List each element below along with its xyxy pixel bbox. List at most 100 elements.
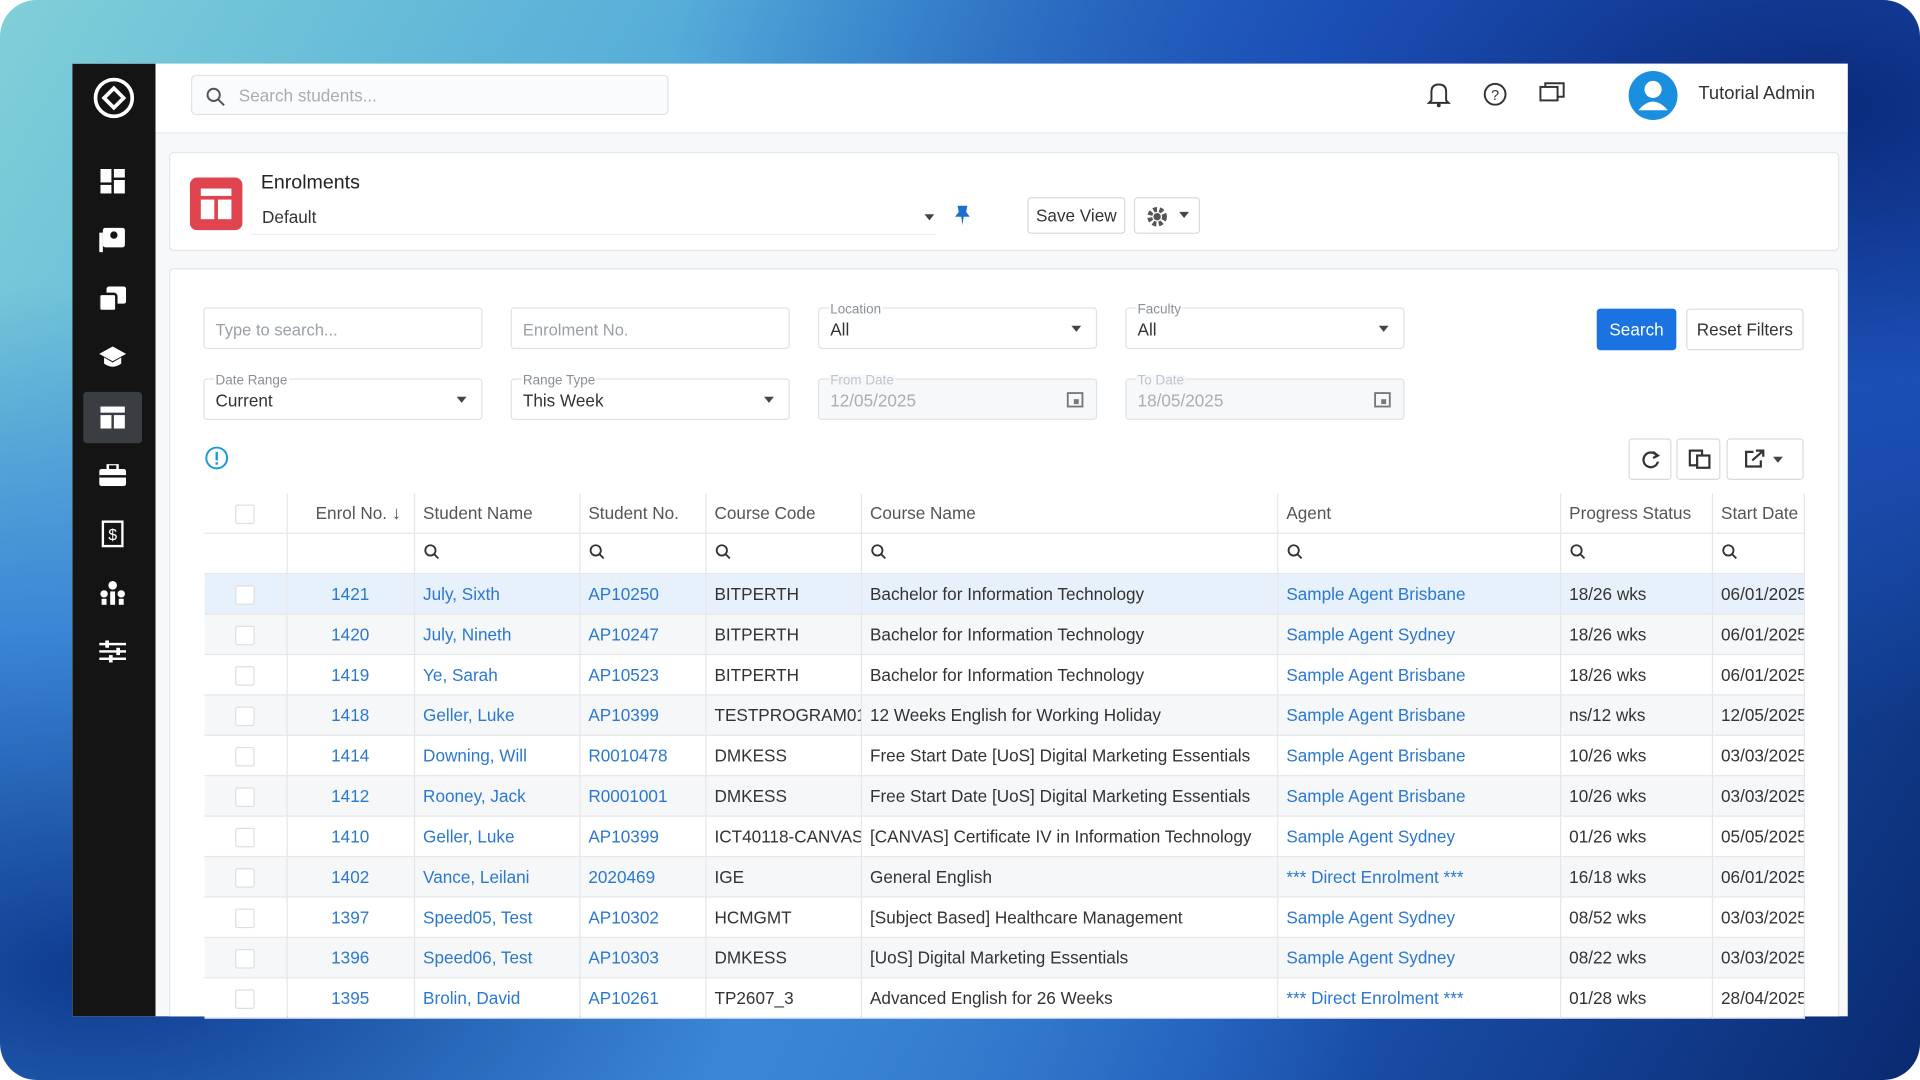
table-row[interactable]: 1420 July, Nineth AP10247 BITPERTH Bachelor … <box>204 614 1805 656</box>
table-row[interactable]: 1410 Geller, Luke AP10399 ICT40118-CANVAS [C… <box>204 816 1805 858</box>
table-cell[interactable]: 1421 <box>286 573 415 615</box>
nav-network[interactable] <box>83 567 142 618</box>
table-cell[interactable]: Sample Agent Sydney <box>1277 937 1561 979</box>
settings-button[interactable] <box>1133 197 1201 234</box>
table-row[interactable]: 1421 July, Sixth AP10250 BITPERTH Bachelor f… <box>204 573 1805 615</box>
table-cell[interactable]: 1414 <box>286 735 415 777</box>
row-select[interactable] <box>204 654 288 696</box>
nav-finance[interactable]: $ <box>83 508 142 559</box>
table-cell[interactable]: Sample Agent Brisbane <box>1277 735 1561 777</box>
messages[interactable] <box>1539 82 1566 106</box>
column-header[interactable]: Student No. <box>579 493 706 534</box>
column-search[interactable] <box>705 533 862 575</box>
table-cell[interactable]: 1412 <box>286 775 415 817</box>
table-cell[interactable]: July, Sixth <box>413 573 580 615</box>
table-cell[interactable]: Rooney, Jack <box>413 775 580 817</box>
table-row[interactable]: 1414 Downing, Will R0010478 DMKESS Free Star… <box>204 735 1805 777</box>
table-cell[interactable]: AP10247 <box>579 614 706 656</box>
table-cell[interactable]: AP10302 <box>579 896 706 938</box>
pin[interactable] <box>954 204 971 226</box>
table-cell[interactable]: *** Direct Enrolment *** <box>1277 856 1561 898</box>
nav-agents[interactable] <box>83 449 142 500</box>
table-cell[interactable]: Sample Agent Brisbane <box>1277 694 1561 736</box>
table-cell[interactable]: AP10399 <box>579 694 706 736</box>
table-cell[interactable]: 1419 <box>286 654 415 696</box>
faculty-filter[interactable]: Faculty All <box>1125 303 1405 349</box>
columns-button[interactable] <box>1676 438 1721 481</box>
table-row[interactable]: 1418 Geller, Luke AP10399 TESTPROGRAM01 12 W… <box>204 694 1805 736</box>
table-cell[interactable]: Sample Agent Brisbane <box>1277 573 1561 615</box>
row-select[interactable] <box>204 896 288 938</box>
table-cell[interactable]: AP10261 <box>579 977 706 1019</box>
column-search[interactable] <box>413 533 580 575</box>
location-filter[interactable]: Location All <box>817 303 1098 349</box>
column-search[interactable] <box>1711 533 1805 575</box>
column-search[interactable] <box>860 533 1278 575</box>
table-cell[interactable]: Sample Agent Brisbane <box>1277 775 1561 817</box>
global-search[interactable]: Search students... <box>191 74 669 116</box>
table-cell[interactable]: Vance, Leilani <box>413 856 580 898</box>
column-header[interactable]: Student Name <box>413 493 580 534</box>
column-header[interactable]: Agent <box>1277 493 1561 534</box>
table-cell[interactable]: Brolin, David <box>413 977 580 1019</box>
reset-button[interactable]: Reset Filters <box>1686 308 1804 351</box>
column-header[interactable]: Start Date <box>1711 493 1805 534</box>
table-cell[interactable]: 1397 <box>286 896 415 938</box>
column-header[interactable]: Progress Status <box>1560 493 1713 534</box>
table-cell[interactable]: Sample Agent Sydney <box>1277 816 1561 858</box>
table-row[interactable]: 1412 Rooney, Jack R0001001 DMKESS Free Start… <box>204 775 1805 817</box>
column-search[interactable] <box>286 533 415 575</box>
table-cell[interactable]: AP10523 <box>579 654 706 696</box>
table-cell[interactable]: 1418 <box>286 694 415 736</box>
row-select[interactable] <box>204 614 288 656</box>
nav-enrolments[interactable] <box>83 391 143 444</box>
table-row[interactable]: 1397 Speed05, Test AP10302 HCMGMT [Subject B… <box>204 896 1805 938</box>
row-select[interactable] <box>204 573 288 615</box>
view-select[interactable]: Default <box>251 202 937 236</box>
column-search[interactable] <box>1277 533 1561 575</box>
table-cell[interactable]: AP10399 <box>579 816 706 858</box>
nav-dashboard[interactable] <box>83 156 142 207</box>
refresh-button[interactable] <box>1628 438 1672 481</box>
row-select[interactable] <box>204 735 288 777</box>
nav-settings[interactable] <box>83 626 142 677</box>
enrolment-filter[interactable]: Enrolment No. <box>510 307 790 349</box>
table-cell[interactable]: Ye, Sarah <box>413 654 580 696</box>
table-cell[interactable]: 1396 <box>286 937 415 979</box>
select-all[interactable] <box>204 493 288 534</box>
table-cell[interactable]: *** Direct Enrolment *** <box>1277 977 1561 1019</box>
table-cell[interactable]: Sample Agent Brisbane <box>1277 654 1561 696</box>
table-cell[interactable]: 2020469 <box>579 856 706 898</box>
table-cell[interactable]: AP10250 <box>579 573 706 615</box>
date-range-filter[interactable]: Date Range Current <box>203 374 483 421</box>
row-select[interactable] <box>204 977 288 1019</box>
help[interactable]: ? <box>1483 82 1507 106</box>
table-row[interactable]: 1396 Speed06, Test AP10303 DMKESS [UoS] Digi… <box>204 937 1805 979</box>
table-cell[interactable]: 1420 <box>286 614 415 656</box>
table-cell[interactable]: 1410 <box>286 816 415 858</box>
table-cell[interactable]: 1402 <box>286 856 415 898</box>
table-cell[interactable]: July, Nineth <box>413 614 580 656</box>
keyword-filter[interactable]: Type to search... <box>203 307 483 349</box>
search-button[interactable]: Search <box>1596 308 1677 351</box>
notifications[interactable] <box>1426 81 1451 108</box>
table-cell[interactable]: Speed05, Test <box>413 896 580 938</box>
table-cell[interactable]: AP10303 <box>579 937 706 979</box>
save-view-button[interactable]: Save View <box>1027 197 1126 234</box>
row-select[interactable] <box>204 775 288 817</box>
logo[interactable] <box>89 73 138 122</box>
row-select[interactable] <box>204 816 288 858</box>
info-icon[interactable] <box>204 446 229 470</box>
table-cell[interactable]: R0001001 <box>579 775 706 817</box>
table-cell[interactable]: R0010478 <box>579 735 706 777</box>
export-button[interactable] <box>1726 438 1804 481</box>
row-select[interactable] <box>204 937 288 979</box>
row-select[interactable] <box>204 856 288 898</box>
column-header[interactable]: Enrol No. ↓ <box>286 493 415 534</box>
column-header[interactable]: Course Name <box>860 493 1278 534</box>
table-cell[interactable]: Downing, Will <box>413 735 580 777</box>
avatar[interactable] <box>1628 71 1678 121</box>
table-row[interactable]: 1402 Vance, Leilani 2020469 IGE General Engl… <box>204 856 1805 898</box>
column-search[interactable] <box>1560 533 1713 575</box>
table-cell[interactable]: 1395 <box>286 977 415 1019</box>
